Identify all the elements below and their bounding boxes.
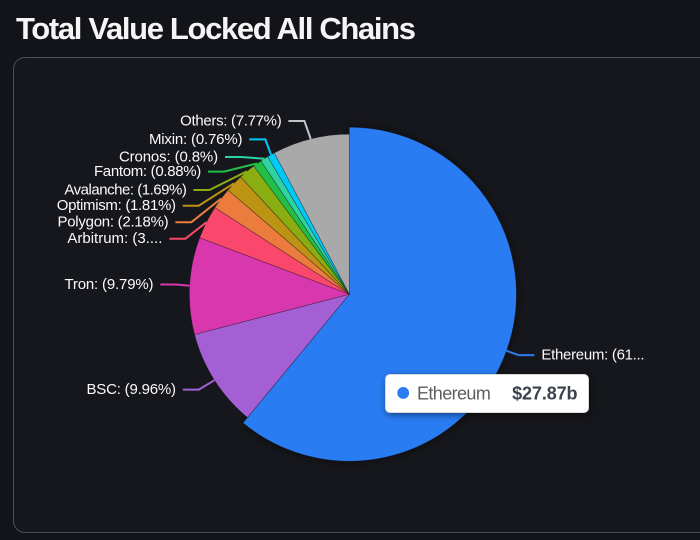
svg-text:Ethereum: Ethereum: [417, 383, 490, 403]
svg-text:Total Value Locked All Chains: Total Value Locked All Chains: [16, 11, 415, 46]
svg-text:BSC: (9.96%): BSC: (9.96%): [86, 381, 176, 398]
svg-text:$27.87b: $27.87b: [512, 383, 577, 403]
svg-text:Mixin: (0.76%): Mixin: (0.76%): [149, 131, 243, 148]
svg-text:Fantom: (0.88%): Fantom: (0.88%): [94, 163, 201, 180]
svg-text:Polygon: (2.18%): Polygon: (2.18%): [57, 214, 168, 231]
svg-text:Tron: (9.79%): Tron: (9.79%): [64, 276, 153, 293]
svg-text:Ethereum: (61...: Ethereum: (61...: [541, 347, 644, 364]
svg-text:Arbitrum: (3....: Arbitrum: (3....: [67, 230, 162, 247]
svg-text:Avalanche: (1.69%): Avalanche: (1.69%): [64, 182, 186, 199]
svg-text:Cronos: (0.8%): Cronos: (0.8%): [119, 149, 218, 166]
svg-text:Others: (7.77%): Others: (7.77%): [180, 113, 282, 130]
svg-text:Optimism: (1.81%): Optimism: (1.81%): [57, 197, 176, 214]
